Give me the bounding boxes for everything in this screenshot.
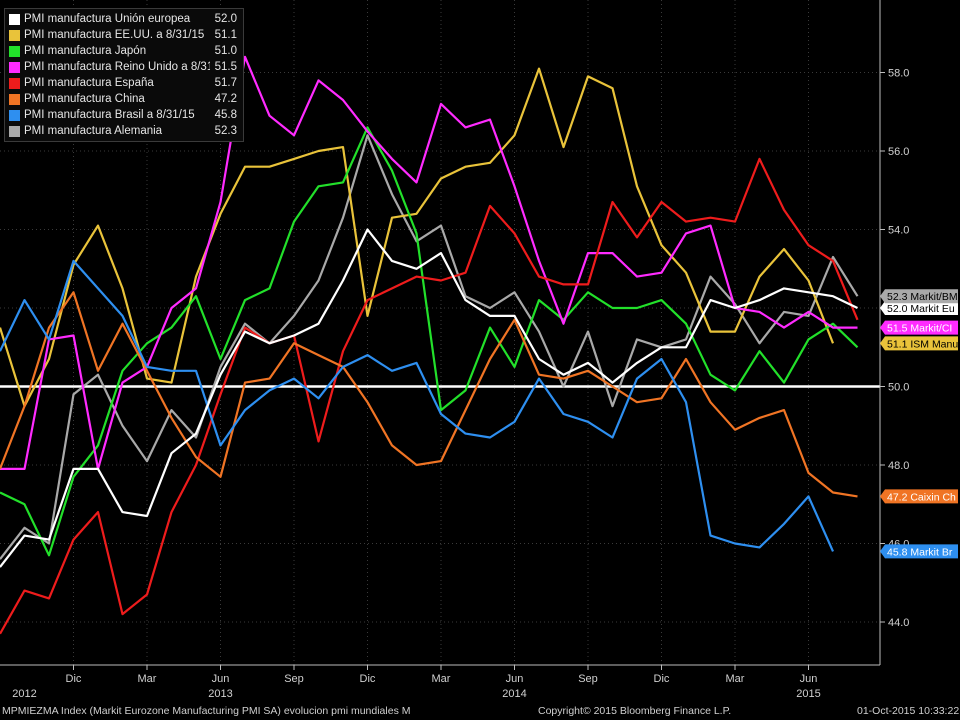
legend-row: PMI manufactura Unión europea 52.0 [5,11,243,27]
value-tag-label: 47.2 Caixin Ch [887,491,956,503]
legend-row: PMI manufactura Reino Unido a 8/31/15 51… [5,59,243,75]
legend-swatch [9,77,20,89]
legend-label: PMI manufactura Unión europea [24,13,191,25]
legend-label: PMI manufactura Alemania [24,125,163,137]
legend-value: 51.5 [214,61,237,73]
value-tag: 45.8 Markit Br [880,544,958,559]
value-tag-box [880,489,958,504]
legend-label: PMI manufactura Reino Unido a 8/31/15 [24,61,210,73]
legend-swatch [9,13,20,25]
footer-timestamp: 01-Oct-2015 10:33:22 [857,705,960,717]
legend-swatch [9,93,20,105]
x-tick-label: Sep [284,673,304,685]
x-year-label: 2015 [796,688,820,700]
legend-swatch [9,125,20,137]
value-tag-label: 45.8 Markit Br [887,546,953,558]
x-tick-label: Jun [506,673,524,685]
x-year-label: 2013 [208,688,232,700]
value-tag-box [880,289,958,304]
x-tick-label: Dic [360,673,376,685]
legend-label: PMI manufactura China [24,93,145,105]
legend-label: PMI manufactura Brasil a 8/31/15 [24,109,195,121]
legend-swatch [9,45,20,57]
value-tag: 51.1 ISM Manuf [880,336,960,351]
legend-label: PMI manufactura España [24,77,154,89]
legend-label: PMI manufactura Japón [24,45,147,57]
legend-value: 51.0 [214,45,237,57]
legend-value: 51.7 [214,77,237,89]
legend-row: PMI manufactura China 47.2 [5,91,243,107]
x-tick-label: Mar [726,673,745,685]
value-tag-label: 51.5 Markit/CI [887,323,952,335]
x-tick-label: Mar [138,673,157,685]
x-tick-label: Sep [578,673,598,685]
legend-row: PMI manufactura EE.UU. a 8/31/15 51.1 [5,27,243,43]
y-tick-label: 54.0 [888,225,909,237]
x-tick-label: Jun [800,673,818,685]
y-tick-label: 50.0 [888,382,909,394]
value-tag-box [880,336,958,351]
y-tick-label: 44.0 [888,617,909,629]
series-line [0,126,859,557]
x-year-label: 2012 [12,688,36,700]
series-line [0,134,859,560]
series-line [0,157,859,635]
value-tag-box [880,544,958,559]
x-tick-label: Dic [66,673,82,685]
legend-value: 47.2 [214,93,237,105]
footer-bar: MPMIEZMA Index (Markit Eurozone Manufact… [0,704,960,720]
value-tag-label: 52.0 Markit Eu [887,303,955,315]
footer-security-description: MPMIEZMA Index (Markit Eurozone Manufact… [2,705,411,717]
legend-swatch [9,109,20,121]
x-tick-label: Mar [432,673,451,685]
series-line [0,291,858,498]
value-tag-label: 51.1 ISM Manuf [887,338,960,350]
value-tag: 51.5 Markit/CI [880,320,958,335]
value-tag-box [880,301,958,315]
series-line [0,55,858,470]
value-tag: 52.0 Markit Eu [880,301,958,315]
x-tick-label: Jun [212,673,230,685]
series-line [0,228,858,568]
legend-label: PMI manufactura EE.UU. a 8/31/15 [24,29,205,41]
value-tag: 52.3 Markit/BM [880,289,958,304]
y-tick-label: 56.0 [888,146,909,158]
legend: PMI manufactura Unión europea 52.0 PMI m… [4,8,244,142]
value-tag: 47.2 Caixin Ch [880,489,958,504]
legend-swatch [9,61,20,73]
legend-value: 52.3 [214,125,237,137]
legend-row: PMI manufactura Japón 51.0 [5,43,243,59]
legend-row: PMI manufactura Brasil a 8/31/15 45.8 [5,107,243,123]
value-tag-box [880,320,958,335]
x-year-label: 2014 [502,688,526,700]
legend-value: 45.8 [214,109,237,121]
y-tick-label: 58.0 [888,68,909,80]
legend-swatch [9,29,20,41]
legend-row: PMI manufactura Alemania 52.3 [5,123,243,139]
series-line [0,259,835,552]
x-tick-label: Dic [654,673,670,685]
legend-value: 52.0 [214,13,237,25]
legend-row: PMI manufactura España 51.7 [5,75,243,91]
legend-value: 51.1 [214,29,237,41]
footer-copyright: Copyright© 2015 Bloomberg Finance L.P. [538,705,732,717]
y-tick-label: 48.0 [888,460,909,472]
value-tag-label: 52.3 Markit/BM [887,291,958,303]
